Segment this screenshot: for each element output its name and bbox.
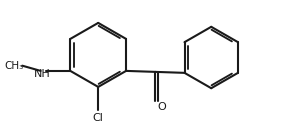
Text: Cl: Cl <box>93 113 104 123</box>
Text: O: O <box>157 102 166 112</box>
Text: NH: NH <box>34 69 51 79</box>
Text: CH₃: CH₃ <box>4 61 23 71</box>
